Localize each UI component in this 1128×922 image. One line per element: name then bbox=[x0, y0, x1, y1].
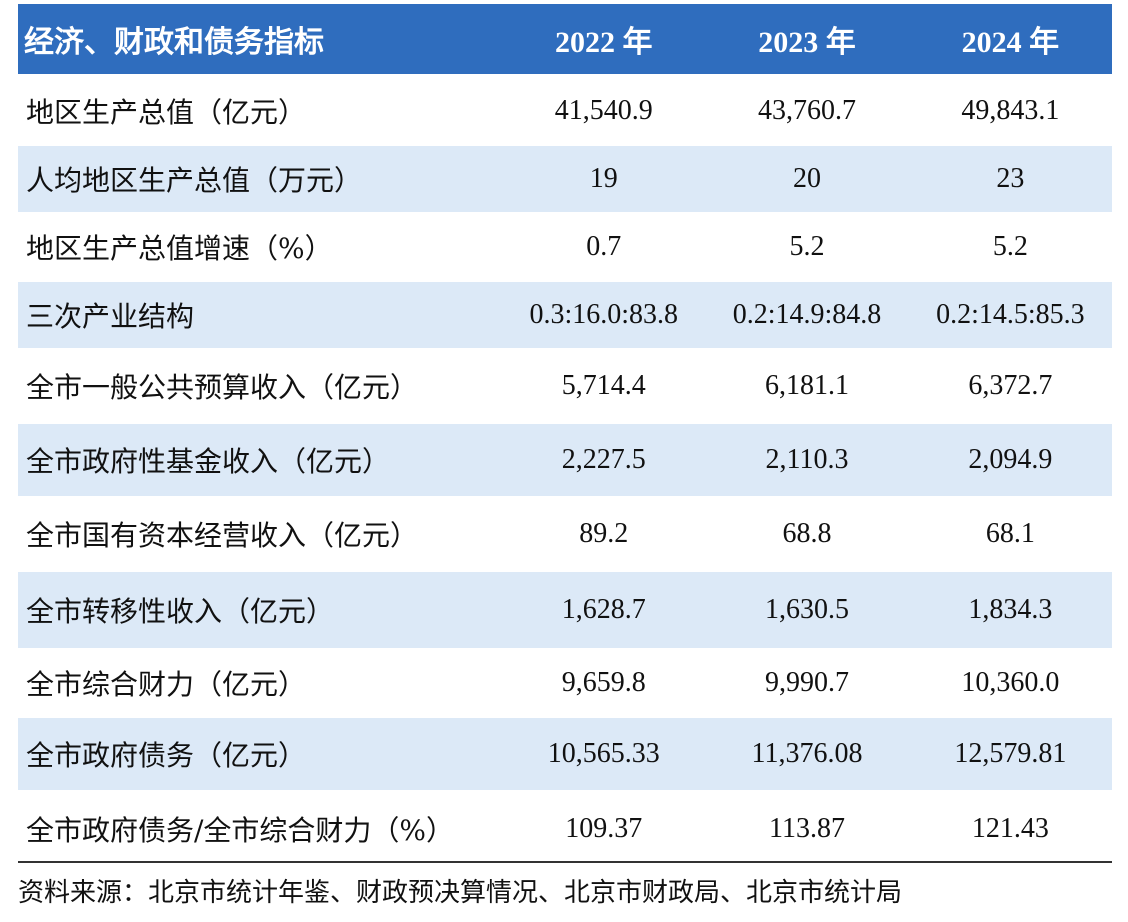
row-value-2022: 10,565.33 bbox=[547, 738, 660, 769]
table-row: 全市国有资本经营收入（亿元） 89.2 68.8 68.1 bbox=[18, 498, 1112, 572]
row-value-2022: 41,540.9 bbox=[554, 95, 653, 126]
table-row: 全市政府债务（亿元） 10,565.33 11,376.08 12,579.81 bbox=[18, 718, 1112, 792]
row-value-2023: 113.87 bbox=[769, 813, 846, 844]
row-value-2022: 2,227.5 bbox=[561, 444, 646, 475]
row-value-2022: 5,714.4 bbox=[561, 370, 646, 401]
row-value-2023: 68.8 bbox=[782, 518, 832, 549]
row-value-2024: 68.1 bbox=[985, 518, 1035, 549]
row-label: 全市一般公共预算收入（亿元） bbox=[26, 371, 419, 404]
row-value-2024: 0.2:14.5:85.3 bbox=[936, 299, 1085, 330]
row-label: 全市政府债务/全市综合财力（%） bbox=[26, 814, 455, 847]
table-row: 全市政府债务/全市综合财力（%） 109.37 113.87 121.43 bbox=[18, 792, 1112, 868]
row-value-2023: 20 bbox=[793, 163, 822, 194]
table-row: 全市政府性基金收入（亿元） 2,227.5 2,110.3 2,094.9 bbox=[18, 424, 1112, 498]
row-value-2024: 1,834.3 bbox=[968, 594, 1053, 625]
row-label: 地区生产总值增速（%） bbox=[26, 232, 333, 265]
row-value-2023: 6,181.1 bbox=[765, 370, 850, 401]
header-year-2024: 2024 年 bbox=[961, 26, 1060, 59]
header-label: 经济、财政和债务指标 bbox=[24, 25, 324, 60]
table-row: 人均地区生产总值（万元） 19 20 23 bbox=[18, 146, 1112, 214]
table-row: 地区生产总值（亿元） 41,540.9 43,760.7 49,843.1 bbox=[18, 78, 1112, 146]
row-label: 全市国有资本经营收入（亿元） bbox=[26, 519, 419, 552]
row-value-2022: 109.37 bbox=[565, 813, 643, 844]
table-row: 全市综合财力（亿元） 9,659.8 9,990.7 10,360.0 bbox=[18, 650, 1112, 718]
table-bottom-rule bbox=[18, 861, 1112, 863]
row-value-2024: 121.43 bbox=[971, 813, 1049, 844]
row-value-2022: 1,628.7 bbox=[561, 594, 646, 625]
row-value-2022: 9,659.8 bbox=[561, 667, 646, 698]
table-row: 全市转移性收入（亿元） 1,628.7 1,630.5 1,834.3 bbox=[18, 572, 1112, 650]
row-value-2024: 2,094.9 bbox=[968, 444, 1053, 475]
row-value-2024: 12,579.81 bbox=[954, 738, 1067, 769]
row-value-2024: 49,843.1 bbox=[961, 95, 1060, 126]
row-value-2022: 89.2 bbox=[579, 518, 629, 549]
header-year-2022: 2022 年 bbox=[554, 26, 653, 59]
row-label: 全市转移性收入（亿元） bbox=[26, 595, 335, 628]
row-label: 三次产业结构 bbox=[26, 300, 195, 333]
row-value-2023: 9,990.7 bbox=[765, 667, 850, 698]
row-label: 全市政府债务（亿元） bbox=[26, 739, 307, 772]
row-value-2023: 5.2 bbox=[789, 231, 825, 262]
row-value-2024: 5.2 bbox=[992, 231, 1028, 262]
row-value-2022: 0.7 bbox=[586, 231, 622, 262]
row-label: 人均地区生产总值（万元） bbox=[26, 164, 363, 197]
row-value-2024: 6,372.7 bbox=[968, 370, 1053, 401]
table-row: 全市一般公共预算收入（亿元） 5,714.4 6,181.1 6,372.7 bbox=[18, 350, 1112, 424]
table-row: 地区生产总值增速（%） 0.7 5.2 5.2 bbox=[18, 214, 1112, 282]
indicator-table: 经济、财政和债务指标 2022 年 2023 年 2024 年 地区生产总值（亿… bbox=[18, 4, 1112, 868]
row-value-2023: 11,376.08 bbox=[751, 738, 863, 769]
row-value-2024: 23 bbox=[996, 163, 1025, 194]
header-year-2023: 2023 年 bbox=[758, 26, 856, 59]
row-value-2023: 43,760.7 bbox=[758, 95, 857, 126]
table-header: 经济、财政和债务指标 2022 年 2023 年 2024 年 bbox=[18, 4, 1112, 78]
row-label: 地区生产总值（亿元） bbox=[26, 96, 307, 129]
source-note: 资料来源：北京市统计年鉴、财政预决算情况、北京市财政局、北京市统计局 bbox=[18, 878, 903, 908]
row-label: 全市政府性基金收入（亿元） bbox=[26, 445, 391, 478]
row-value-2022: 19 bbox=[589, 163, 618, 194]
row-value-2024: 10,360.0 bbox=[961, 667, 1060, 698]
row-value-2023: 1,630.5 bbox=[765, 594, 850, 625]
row-label: 全市综合财力（亿元） bbox=[26, 668, 307, 701]
table-row: 三次产业结构 0.3:16.0:83.8 0.2:14.9:84.8 0.2:1… bbox=[18, 282, 1112, 350]
row-value-2022: 0.3:16.0:83.8 bbox=[529, 299, 678, 330]
row-value-2023: 2,110.3 bbox=[765, 444, 849, 475]
row-value-2023: 0.2:14.9:84.8 bbox=[732, 299, 882, 330]
